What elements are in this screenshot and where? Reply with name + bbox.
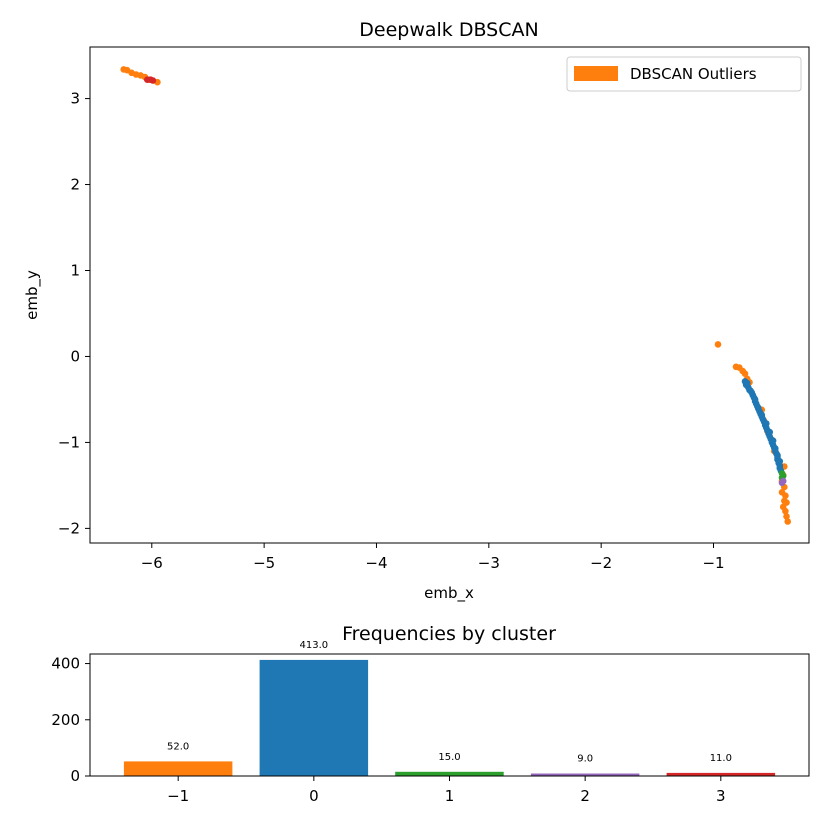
scatter-point-cluster--1 xyxy=(741,370,749,378)
scatter-x-tick-label: −4 xyxy=(365,554,387,572)
scatter-y-axis: 3 2 1 0 −1 −2 xyxy=(58,90,90,537)
scatter-x-tick-label: −2 xyxy=(590,554,612,572)
bar-value-labels: 52.0 413.0 15.0 9.0 11.0 xyxy=(167,640,732,765)
scatter-point-cluster-0 xyxy=(755,404,762,412)
bar-value-label: 52.0 xyxy=(167,741,189,752)
scatter-point-cluster-0 xyxy=(751,396,759,403)
scatter-point-cluster-0 xyxy=(763,420,770,427)
bar-value-label: 9.0 xyxy=(577,753,593,764)
bar-y-tick-label: 0 xyxy=(70,767,80,785)
scatter-point-cluster--1 xyxy=(782,507,789,515)
bar-value-label: 11.0 xyxy=(710,753,732,764)
scatter-y-tick-label: −2 xyxy=(58,519,80,537)
scatter-x-tick-label: −6 xyxy=(141,554,163,572)
scatter-point-cluster-3 xyxy=(149,77,157,84)
scatter-x-tick-label: −3 xyxy=(478,554,500,572)
scatter-point-cluster-0 xyxy=(776,458,784,465)
scatter-point-cluster-0 xyxy=(747,387,754,395)
bar-x-tick-label: 3 xyxy=(716,787,726,805)
bar-x-tick-label: −1 xyxy=(167,787,189,805)
scatter-point-cluster-0 xyxy=(769,437,777,445)
scatter-point-cluster-0 xyxy=(772,445,779,452)
scatter-point-cluster-0 xyxy=(774,452,781,459)
bar-y-axis: 0 200 400 xyxy=(51,655,90,785)
scatter-point-cluster-0 xyxy=(743,379,751,387)
scatter-point-cluster--1 xyxy=(714,341,722,348)
bar-x-tick-label: 0 xyxy=(309,787,319,805)
legend-swatch xyxy=(574,66,618,81)
bar-x-axis: −1 0 1 2 3 xyxy=(167,776,726,805)
scatter-point-cluster--1 xyxy=(784,518,791,525)
bar-value-label: 15.0 xyxy=(438,752,460,763)
scatter-plot-frame xyxy=(89,46,810,544)
bar-cluster-4 xyxy=(666,772,776,776)
legend: DBSCAN Outliers xyxy=(566,56,802,92)
scatter-point-cluster--1 xyxy=(783,513,790,520)
scatter-point-cluster-0 xyxy=(766,428,773,436)
bar-title: Frequencies by cluster xyxy=(342,623,556,645)
scatter-y-tick-label: 2 xyxy=(70,176,80,194)
bar-x-tick-label: 1 xyxy=(445,787,455,805)
scatter-title: Deepwalk DBSCAN xyxy=(359,19,538,41)
bar-cluster-0 xyxy=(123,761,233,776)
bar-cluster-1 xyxy=(259,659,369,776)
bar-cluster-2 xyxy=(395,771,504,776)
legend-label: DBSCAN Outliers xyxy=(630,65,757,83)
scatter-point-cluster-0 xyxy=(758,411,766,419)
bar-value-label: 413.0 xyxy=(300,640,329,651)
bar-cluster-3 xyxy=(530,773,640,776)
bar-x-tick-label: 2 xyxy=(580,787,590,805)
bar-y-tick-label: 200 xyxy=(51,711,80,729)
bars xyxy=(123,659,776,776)
scatter-x-tick-label: −5 xyxy=(253,554,275,572)
scatter-point-cluster-2 xyxy=(778,479,786,487)
bar-chart: 52.0 413.0 15.0 9.0 11.0 Frequencies by clus… xyxy=(51,623,810,805)
scatter-y-axis-label: emb_y xyxy=(23,270,42,320)
scatter-point-cluster--1 xyxy=(782,492,789,500)
scatter-y-tick-label: 1 xyxy=(70,262,80,280)
scatter-x-axis: −6 −5 −4 −3 −2 −1 xyxy=(141,543,725,572)
scatter-y-tick-label: 0 xyxy=(70,347,80,365)
scatter-points xyxy=(120,66,791,525)
scatter-y-tick-label: 3 xyxy=(70,90,80,108)
scatter-y-tick-label: −1 xyxy=(58,433,80,451)
legend-box xyxy=(566,56,802,92)
scatter-chart: Deepwalk DBSCAN −6 −5 −4 −3 −2 −1 3 2 1 0 −1 −2 em… xyxy=(23,19,810,603)
bar-y-tick-label: 400 xyxy=(51,655,80,673)
scatter-x-axis-label: emb_x xyxy=(424,584,474,603)
scatter-x-tick-label: −1 xyxy=(702,554,724,572)
